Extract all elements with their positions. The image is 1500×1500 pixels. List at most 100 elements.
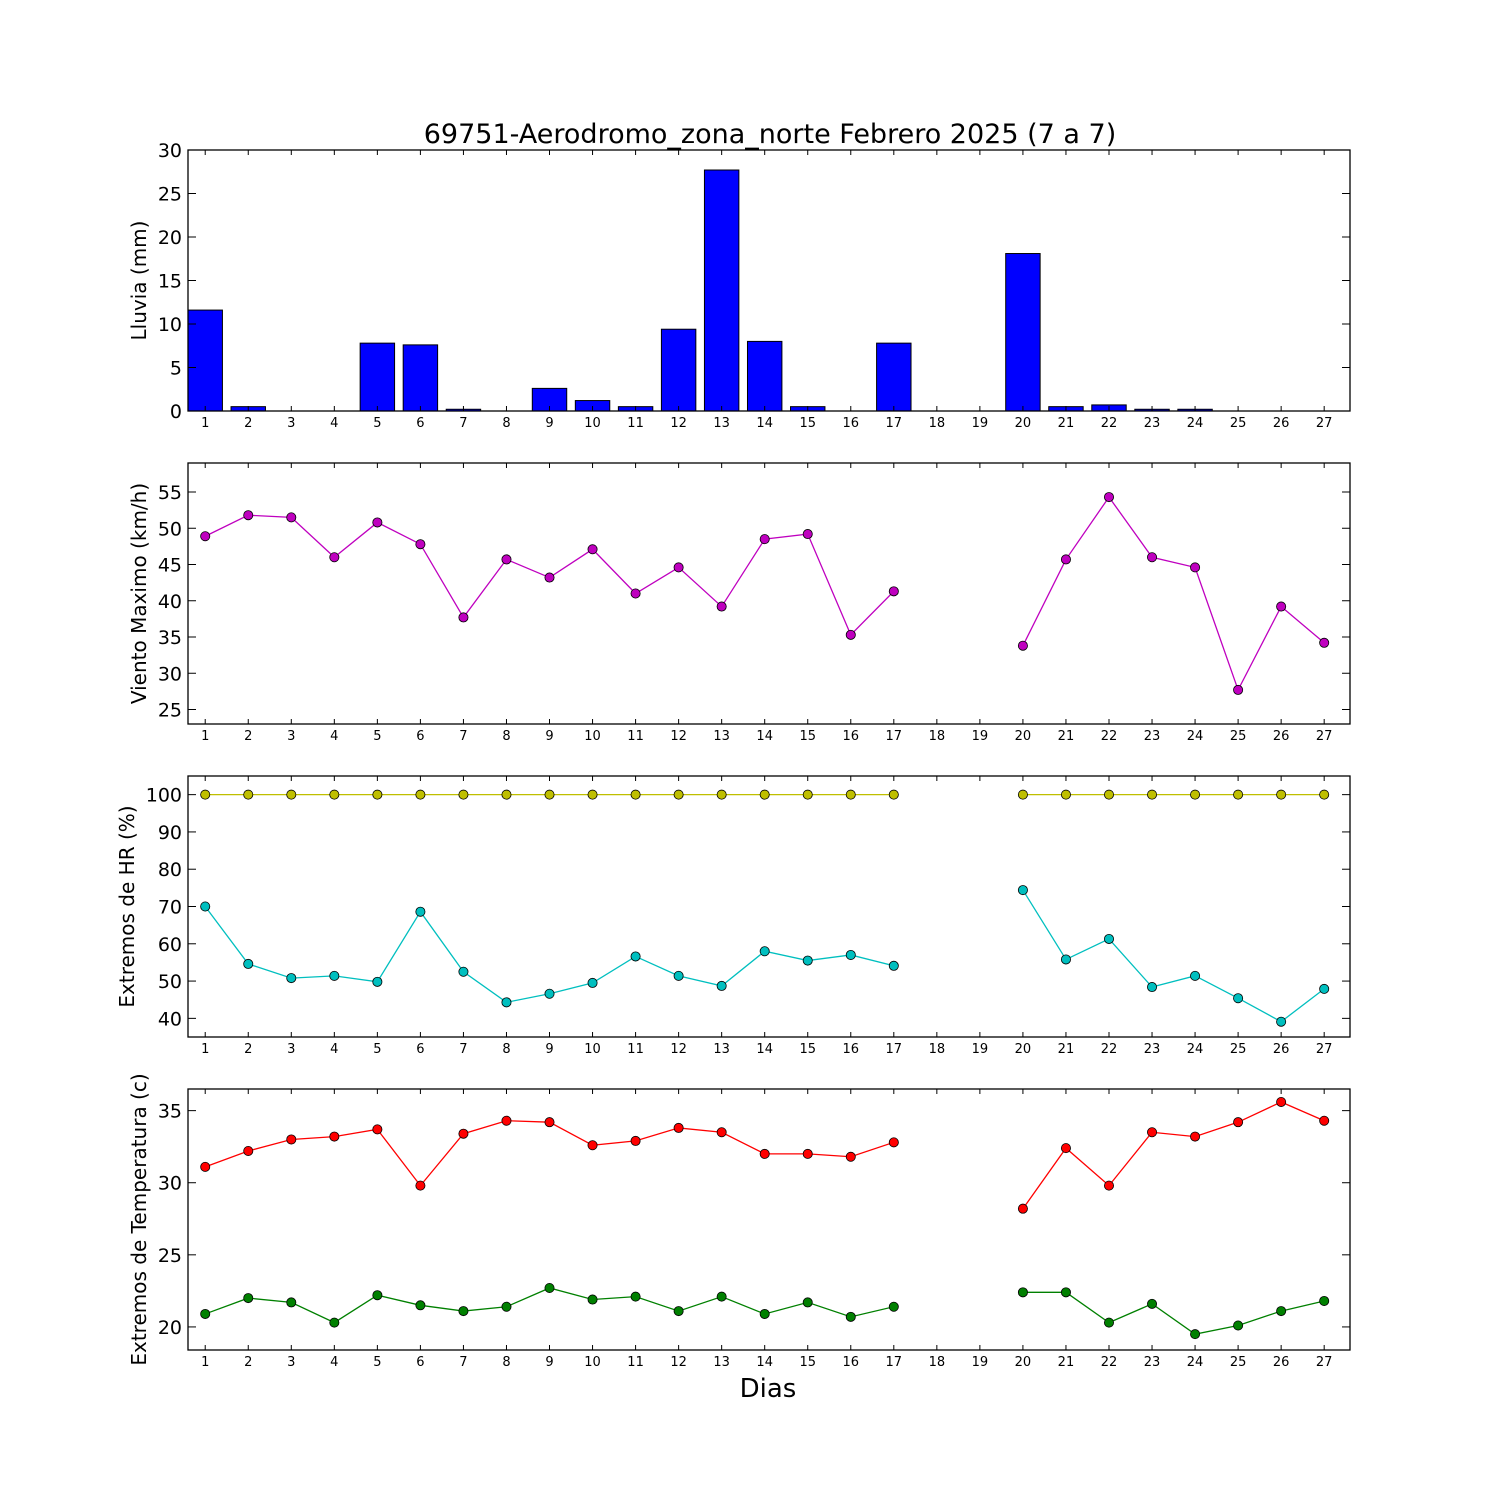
x-tick-label: 5 xyxy=(373,416,381,431)
x-tick-label: 2 xyxy=(244,1042,252,1057)
y-tick-label: 30 xyxy=(158,663,182,685)
bar-day-17 xyxy=(876,342,912,412)
x-tick-label: 15 xyxy=(799,1042,816,1057)
x-tick-label: 14 xyxy=(756,1355,773,1370)
point-series-1-day-1 xyxy=(200,531,211,542)
point-series-1-day-21 xyxy=(1060,789,1071,800)
panel-1: 1 2 3 4 5 6 7 8 9 10 11 12 13 14 15 16 17 18 19 20 21 22 23 24 2… xyxy=(127,140,1351,431)
x-tick-label: 20 xyxy=(1015,1355,1032,1370)
point-series-2-day-27 xyxy=(1319,983,1330,994)
x-tick-label: 23 xyxy=(1144,729,1161,744)
point-series-1-day-17 xyxy=(888,789,899,800)
point-series-1-day-11 xyxy=(630,789,641,800)
x-tick-label: 21 xyxy=(1058,1042,1075,1057)
x-tick-label: 19 xyxy=(972,1042,989,1057)
x-tick-label: 6 xyxy=(416,729,424,744)
point-series-2-day-5 xyxy=(372,1290,383,1301)
point-series-2-day-21 xyxy=(1060,1287,1071,1298)
bar-day-1 xyxy=(187,309,223,412)
x-tick-label: 5 xyxy=(373,1355,381,1370)
y-tick-label: 45 xyxy=(158,555,182,577)
bar-day-5 xyxy=(359,342,396,412)
x-tick-label: 8 xyxy=(502,416,510,431)
point-series-2-day-1 xyxy=(200,901,211,912)
point-series-1-day-25 xyxy=(1233,684,1244,695)
x-tick-label: 10 xyxy=(584,729,601,744)
x-tick-label: 3 xyxy=(287,1042,295,1057)
point-series-1-day-22 xyxy=(1103,1180,1114,1191)
point-series-1-day-20 xyxy=(1017,1203,1028,1214)
y-tick-label: 40 xyxy=(158,591,182,613)
x-tick-label: 22 xyxy=(1101,729,1118,744)
point-series-2-day-11 xyxy=(630,951,641,962)
point-series-1-day-26 xyxy=(1276,789,1287,800)
x-tick-label: 18 xyxy=(929,729,946,744)
x-tick-label: 21 xyxy=(1058,416,1075,431)
x-tick-label: 13 xyxy=(713,1355,730,1370)
point-series-1-day-25 xyxy=(1233,1117,1244,1128)
x-tick-label: 7 xyxy=(459,729,467,744)
point-series-1-day-14 xyxy=(759,534,770,545)
x-tick-label: 3 xyxy=(287,729,295,744)
point-series-2-day-13 xyxy=(716,1291,727,1302)
point-series-2-day-8 xyxy=(501,1301,512,1312)
x-tick-label: 9 xyxy=(545,1355,553,1370)
x-axis-label: Dias xyxy=(740,1374,797,1404)
x-tick-label: 10 xyxy=(584,416,601,431)
point-series-2-day-20 xyxy=(1017,885,1028,896)
y-tick-label: 50 xyxy=(158,518,182,540)
x-tick-label: 22 xyxy=(1101,416,1118,431)
y-axis-label: Extremos de HR (%) xyxy=(115,805,139,1007)
point-series-2-day-21 xyxy=(1060,954,1071,965)
point-series-1-day-26 xyxy=(1276,601,1287,612)
point-series-2-day-27 xyxy=(1319,1295,1330,1306)
point-series-2-day-16 xyxy=(845,1311,856,1322)
y-axis-label: Lluvia (mm) xyxy=(127,221,151,341)
x-tick-label: 14 xyxy=(756,729,773,744)
x-tick-label: 24 xyxy=(1187,729,1204,744)
x-tick-label: 13 xyxy=(713,1042,730,1057)
x-tick-label: 7 xyxy=(459,416,467,431)
point-series-1-day-17 xyxy=(888,1137,899,1148)
point-series-1-day-12 xyxy=(673,562,684,573)
point-series-2-day-12 xyxy=(673,1306,684,1317)
point-series-2-day-24 xyxy=(1190,970,1201,981)
point-series-1-day-27 xyxy=(1319,637,1330,648)
panel-2: 1 2 3 4 5 6 7 8 9 10 11 12 13 14 15 16 17 18 19 20 21 22 23 24 2… xyxy=(127,462,1351,744)
point-series-2-day-12 xyxy=(673,970,684,981)
x-tick-label: 27 xyxy=(1316,1042,1333,1057)
point-series-1-day-5 xyxy=(372,1124,383,1135)
point-series-1-day-10 xyxy=(587,544,598,555)
series-line-1 xyxy=(204,495,1325,692)
point-series-1-day-15 xyxy=(802,1148,813,1159)
x-tick-label: 4 xyxy=(330,1355,338,1370)
axes-frame xyxy=(187,1088,1351,1351)
axes-frame xyxy=(187,462,1351,725)
point-series-1-day-24 xyxy=(1190,1131,1201,1142)
x-tick-label: 7 xyxy=(459,1355,467,1370)
x-tick-label: 11 xyxy=(627,1042,644,1057)
point-series-2-day-25 xyxy=(1233,1320,1244,1331)
x-tick-label: 6 xyxy=(416,1042,424,1057)
point-series-2-day-17 xyxy=(888,960,899,971)
point-series-2-day-26 xyxy=(1276,1016,1287,1027)
x-tick-label: 5 xyxy=(373,729,381,744)
x-tick-label: 26 xyxy=(1273,729,1290,744)
x-tick-label: 16 xyxy=(842,1042,859,1057)
x-tick-label: 11 xyxy=(627,416,644,431)
y-axis-label: Extremos de Temperatura (c) xyxy=(127,1073,151,1365)
x-tick-label: 14 xyxy=(756,416,773,431)
x-tick-label: 21 xyxy=(1058,1355,1075,1370)
point-series-1-day-2 xyxy=(243,789,254,800)
point-series-1-day-12 xyxy=(673,789,684,800)
x-tick-label: 18 xyxy=(929,1042,946,1057)
x-tick-label: 17 xyxy=(886,1042,903,1057)
x-tick-label: 23 xyxy=(1144,416,1161,431)
point-series-1-day-5 xyxy=(372,517,383,528)
point-series-1-day-17 xyxy=(888,586,899,597)
y-axis-label: Viento Maximo (km/h) xyxy=(127,483,151,704)
point-series-1-day-2 xyxy=(243,510,254,521)
panel-3: 1 2 3 4 5 6 7 8 9 10 11 12 13 14 15 16 17 18 19 20 21 22 23 24 2… xyxy=(115,775,1351,1057)
x-tick-label: 11 xyxy=(627,1355,644,1370)
